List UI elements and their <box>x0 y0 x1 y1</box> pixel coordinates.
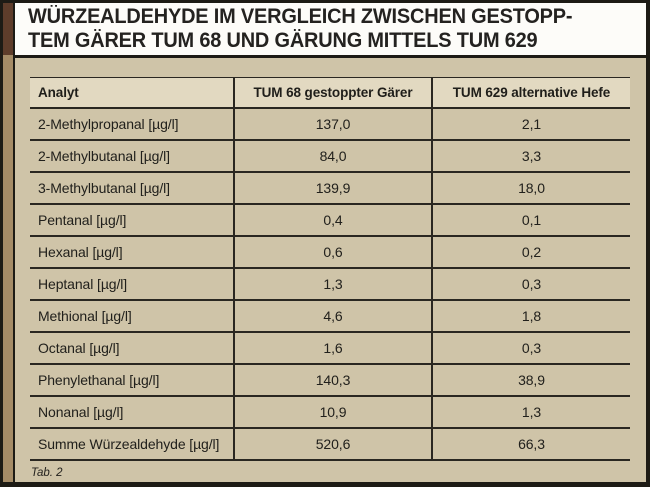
table-row: Octanal [µg/l] 1,6 0,3 <box>30 332 630 364</box>
table-caption: Tab. 2 <box>31 467 63 479</box>
value-cell: 0,4 <box>233 204 432 236</box>
analyte-cell: Pentanal [µg/l] <box>38 212 127 228</box>
value-cell: 4,6 <box>233 300 432 332</box>
table-row: 3-Methylbutanal [µg/l] 139,9 18,0 <box>30 172 630 204</box>
table-row: Heptanal [µg/l] 1,3 0,3 <box>30 268 630 300</box>
table-row: Nonanal [µg/l] 10,9 1,3 <box>30 396 630 428</box>
table-row: 2-Methylbutanal [µg/l] 84,0 3,3 <box>30 140 630 172</box>
analyte-cell: 2-Methylbutanal [µg/l] <box>38 148 170 164</box>
table-row: 2-Methylpropanal [µg/l] 137,0 2,1 <box>30 108 630 140</box>
value-cell: 3,3 <box>431 140 630 172</box>
analyte-cell: 3-Methylbutanal [µg/l] <box>38 180 170 196</box>
analyte-cell: 2-Methylpropanal [µg/l] <box>38 116 179 132</box>
analyte-cell: Hexanal [µg/l] <box>38 244 123 260</box>
analyte-cell: Nonanal [µg/l] <box>38 404 124 420</box>
value-cell: 0,3 <box>431 332 630 364</box>
value-cell: 1,6 <box>233 332 432 364</box>
analyte-cell: Methional [µg/l] <box>38 308 132 324</box>
table-panel: Analyt TUM 68 gestoppter Gärer TUM 629 a… <box>15 58 646 482</box>
table-row: Phenylethanal [µg/l] 140,3 38,9 <box>30 364 630 396</box>
value-cell: 0,1 <box>431 204 630 236</box>
analyte-cell: Heptanal [µg/l] <box>38 276 128 292</box>
table-row: Summe Würzealdehyde [µg/l] 520,6 66,3 <box>30 428 630 460</box>
value-cell: 84,0 <box>233 140 432 172</box>
value-cell: 1,3 <box>233 268 432 300</box>
value-cell: 0,2 <box>431 236 630 268</box>
column-header-tum629: TUM 629 alternative Hefe <box>431 77 630 108</box>
value-cell: 137,0 <box>233 108 432 140</box>
value-cell: 2,1 <box>431 108 630 140</box>
column-header-tum68: TUM 68 gestoppter Gärer <box>233 77 432 108</box>
value-cell: 140,3 <box>233 364 432 396</box>
value-cell: 1,8 <box>431 300 630 332</box>
value-cell: 18,0 <box>431 172 630 204</box>
value-cell: 139,9 <box>233 172 432 204</box>
table-body: 2-Methylpropanal [µg/l] 137,0 2,1 2-Methylb… <box>30 108 630 460</box>
analyte-cell: Summe Würzealdehyde [µg/l] <box>38 436 220 452</box>
table-header-row: Analyt TUM 68 gestoppter Gärer TUM 629 a… <box>30 77 630 108</box>
title-line-1: WÜRZEALDEHYDE IM VERGLEICH ZWISCHEN GEST… <box>28 5 573 28</box>
title-line-2: TEM GÄRER TUM 68 UND GÄRUNG MITTELS TUM … <box>28 29 538 52</box>
value-cell: 0,3 <box>431 268 630 300</box>
column-header-analyt: Analyt <box>30 77 234 108</box>
figure-title: WÜRZEALDEHYDE IM VERGLEICH ZWISCHEN GEST… <box>15 3 646 58</box>
accent-bar-dark-segment <box>3 3 13 55</box>
table-row: Pentanal [µg/l] 0,4 0,1 <box>30 204 630 236</box>
table-row: Methional [µg/l] 4,6 1,8 <box>30 300 630 332</box>
value-cell: 38,9 <box>431 364 630 396</box>
left-accent-bar <box>3 3 15 482</box>
table-row: Hexanal [µg/l] 0,6 0,2 <box>30 236 630 268</box>
analyte-cell: Octanal [µg/l] <box>38 340 120 356</box>
value-cell: 0,6 <box>233 236 432 268</box>
value-cell: 1,3 <box>431 396 630 428</box>
figure-content: WÜRZEALDEHYDE IM VERGLEICH ZWISCHEN GEST… <box>15 3 646 482</box>
value-cell: 66,3 <box>431 428 630 460</box>
analyte-cell: Phenylethanal [µg/l] <box>38 372 160 388</box>
value-cell: 10,9 <box>233 396 432 428</box>
aldehyde-comparison-table: Analyt TUM 68 gestoppter Gärer TUM 629 a… <box>30 77 630 461</box>
accent-bar-light-segment <box>3 55 13 482</box>
value-cell: 520,6 <box>233 428 432 460</box>
